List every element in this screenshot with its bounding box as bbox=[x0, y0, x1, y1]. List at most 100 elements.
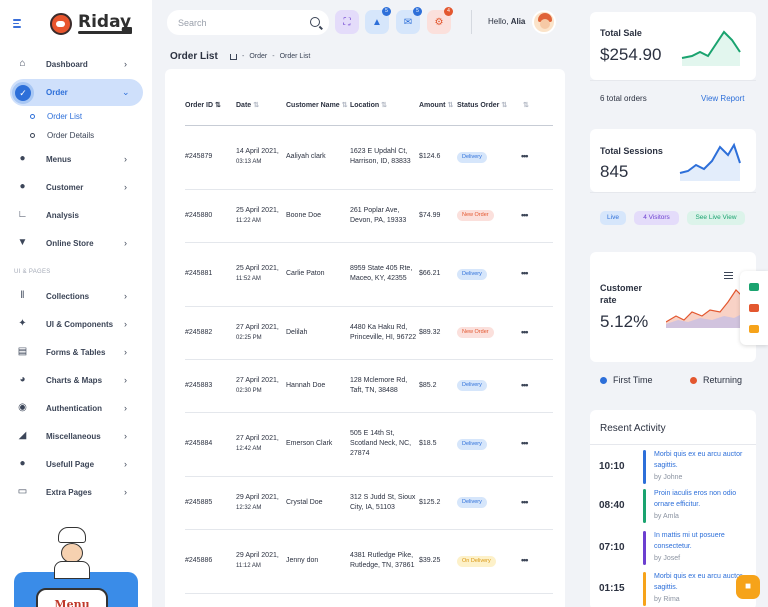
notifications-button[interactable]: ▲ 5 bbox=[365, 7, 391, 34]
activity-time: 10:10 bbox=[599, 461, 625, 472]
avatar[interactable] bbox=[532, 10, 556, 34]
visitors-tag[interactable]: 4 Visitors bbox=[634, 211, 679, 225]
sidebar-item-order[interactable]: ✓ Order ⌄ bbox=[10, 79, 143, 106]
legend-label: Returning bbox=[703, 375, 743, 385]
sidebar-item-usefull-page[interactable]: ● Usefull Page › bbox=[0, 452, 150, 476]
more-icon[interactable]: ••• bbox=[521, 326, 529, 337]
table-header-row: Order ID ⇅ Date ⇅ Customer Name ⇅ Location ⇅… bbox=[185, 87, 553, 126]
sidebar-item-ui-components[interactable]: ✦ UI & Components › bbox=[0, 312, 150, 336]
more-icon[interactable]: ••• bbox=[521, 379, 529, 390]
live-tag[interactable]: Live bbox=[600, 211, 626, 225]
sidebar-item-dashboard[interactable]: ⌂ Dashboard › bbox=[0, 52, 150, 76]
settings-badge: 4 bbox=[444, 7, 453, 16]
col-header-status[interactable]: Status Order ⇅ bbox=[457, 87, 521, 126]
table-row[interactable]: #245885 29 April 2021, 12:32 AM Crystal Doe… bbox=[185, 476, 553, 530]
header-label: Order ID bbox=[185, 101, 214, 109]
sidebar-item-online-store[interactable]: ▼ Online Store › bbox=[0, 231, 150, 255]
order-id[interactable]: #245879 bbox=[185, 125, 236, 190]
customer-rate-label: Customer rate bbox=[600, 283, 643, 305]
sidebar-item-menus[interactable]: ● Menus › bbox=[0, 147, 150, 171]
table-row[interactable]: #245884 27 April 2021, 12:42 AM Emerson Cla… bbox=[185, 412, 553, 477]
table-row[interactable]: #245882 27 April 2021, 02:25 PM Delilah 4480… bbox=[185, 306, 553, 360]
sidebar-item-extra-pages[interactable]: ▭ Extra Pages › bbox=[0, 480, 150, 504]
table-row[interactable]: #245879 14 April 2021, 03:13 AM Aaliyah cla… bbox=[185, 125, 553, 190]
sort-asc-icon[interactable]: ⇅ bbox=[215, 101, 221, 109]
sidebar-item-forms-tables[interactable]: ▤ Forms & Tables › bbox=[0, 340, 150, 364]
col-header-actions[interactable]: ⇅ bbox=[521, 87, 553, 126]
sidebar-item-label: UI & Components bbox=[46, 319, 114, 329]
col-header-amount[interactable]: Amount ⇅ bbox=[419, 87, 457, 126]
sort-icon[interactable]: ⇅ bbox=[341, 101, 348, 109]
search-icon[interactable] bbox=[310, 17, 320, 27]
order-id[interactable]: #245886 bbox=[185, 529, 236, 594]
col-header-location[interactable]: Location ⇅ bbox=[350, 87, 419, 126]
fullscreen-button[interactable]: ⛶ bbox=[335, 10, 359, 34]
messages-button[interactable]: ✉ 5 bbox=[396, 7, 422, 34]
order-id[interactable]: #245881 bbox=[185, 242, 236, 307]
total-orders-text: 6 total orders bbox=[600, 94, 647, 103]
more-icon[interactable]: ••• bbox=[521, 268, 529, 278]
status-badge: Delivery bbox=[457, 497, 487, 508]
col-header-date[interactable]: Date ⇅ bbox=[236, 87, 286, 126]
order-id[interactable]: #245885 bbox=[185, 476, 236, 530]
sidebar-subitem-order-details[interactable]: Order Details bbox=[30, 131, 94, 140]
view-report-link[interactable]: View Report bbox=[701, 94, 745, 103]
table-row[interactable]: #245883 27 April 2021, 02:30 PM Hannah Doe 1… bbox=[185, 359, 553, 413]
sort-icon[interactable]: ⇅ bbox=[501, 101, 508, 109]
col-header-customer[interactable]: Customer Name ⇅ bbox=[286, 87, 350, 126]
header-label: Customer Name bbox=[286, 101, 340, 109]
sort-icon[interactable]: ⇅ bbox=[447, 101, 454, 109]
user-icon: ● bbox=[19, 458, 26, 469]
sidebar-item-analysis[interactable]: ∟ Analysis bbox=[0, 203, 150, 227]
table-row[interactable]: #245886 29 April 2021, 11:12 AM Jenny don 43… bbox=[185, 529, 553, 594]
order-id[interactable]: #245883 bbox=[185, 359, 236, 413]
customer-rate-value: 5.12% bbox=[600, 312, 649, 331]
sidebar-item-collections[interactable]: ‖ Collections › bbox=[0, 284, 150, 308]
table-row[interactable]: #245880 25 April 2021, 11:22 AM Boone Doe 26… bbox=[185, 189, 553, 243]
table-row[interactable]: #245881 25 April 2021, 11:52 AM Carlie Pato… bbox=[185, 242, 553, 307]
activity-marker bbox=[643, 450, 646, 484]
sidebar-item-authentication[interactable]: ◉ Authentication › bbox=[0, 396, 150, 420]
order-id[interactable]: #245884 bbox=[185, 412, 236, 477]
time-text: 02:30 PM bbox=[236, 387, 262, 394]
chart-menu-icon[interactable] bbox=[724, 272, 733, 279]
order-id[interactable]: #245882 bbox=[185, 306, 236, 360]
chevron-right-icon: › bbox=[124, 319, 127, 329]
location: 4381 Rutledge Pike, Rutledge, TN, 37861 bbox=[350, 529, 419, 594]
tool-yellow-icon[interactable] bbox=[749, 325, 759, 333]
pie-chart-icon: ◕ bbox=[19, 374, 26, 385]
sort-icon[interactable]: ⇅ bbox=[253, 101, 260, 109]
col-header-order-id[interactable]: Order ID ⇅ bbox=[185, 87, 236, 126]
chevron-right-icon: › bbox=[124, 431, 127, 441]
breadcrumb-item[interactable]: Order bbox=[249, 53, 268, 60]
home-icon[interactable] bbox=[230, 53, 237, 60]
search-input[interactable] bbox=[178, 17, 298, 28]
header-label: Location bbox=[350, 101, 380, 109]
date-text: 29 April 2021, bbox=[236, 552, 279, 559]
amount: $39.25 bbox=[419, 529, 457, 594]
customer-name: Aaliyah clark bbox=[286, 125, 350, 190]
sidebar-item-customer[interactable]: ● Customer › bbox=[0, 175, 150, 199]
tool-green-icon[interactable] bbox=[749, 283, 759, 291]
settings-button[interactable]: ⚙ 4 bbox=[427, 7, 453, 34]
sidebar-item-miscellaneous[interactable]: ◢ Miscellaneous › bbox=[0, 424, 150, 448]
more-icon[interactable]: ••• bbox=[521, 438, 529, 448]
more-icon[interactable]: ••• bbox=[521, 496, 529, 507]
sidebar-subitem-order-list[interactable]: Order List bbox=[30, 112, 82, 121]
more-icon[interactable]: ••• bbox=[521, 209, 529, 220]
menu-toggle-icon[interactable] bbox=[13, 19, 21, 30]
activity-time: 01:15 bbox=[599, 583, 625, 594]
tool-orange-icon[interactable] bbox=[749, 304, 759, 312]
time-text: 11:22 AM bbox=[236, 217, 261, 224]
sidebar-item-charts-maps[interactable]: ◕ Charts & Maps › bbox=[0, 368, 150, 392]
sort-icon[interactable]: ⇅ bbox=[523, 101, 529, 109]
order-id[interactable]: #245880 bbox=[185, 189, 236, 243]
live-view-tag[interactable]: See Live View bbox=[687, 211, 745, 225]
more-icon[interactable]: ••• bbox=[521, 555, 529, 565]
order-date: 27 April 2021, 02:25 PM bbox=[236, 306, 286, 360]
date-text: 29 April 2021, bbox=[236, 493, 279, 501]
chat-button[interactable]: ■ bbox=[736, 575, 760, 599]
more-icon[interactable]: ••• bbox=[521, 151, 529, 161]
sort-icon[interactable]: ⇅ bbox=[381, 101, 388, 109]
customer-name: Crystal Doe bbox=[286, 476, 350, 530]
